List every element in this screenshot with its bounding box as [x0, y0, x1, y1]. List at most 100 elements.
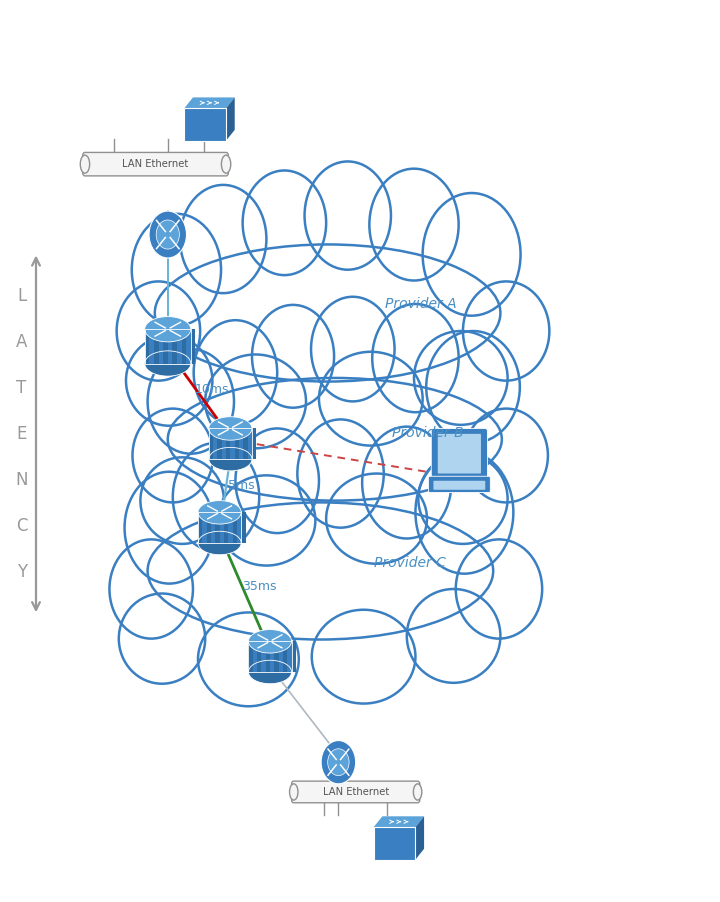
Text: 5ms: 5ms [228, 479, 254, 492]
Ellipse shape [221, 155, 231, 173]
Circle shape [149, 211, 186, 258]
Ellipse shape [463, 281, 549, 381]
Ellipse shape [168, 378, 502, 501]
FancyBboxPatch shape [248, 641, 292, 672]
Ellipse shape [145, 317, 191, 342]
Ellipse shape [305, 161, 391, 270]
FancyBboxPatch shape [198, 512, 241, 543]
Text: L: L [17, 287, 26, 305]
Text: E: E [17, 425, 27, 443]
Ellipse shape [132, 214, 221, 326]
FancyBboxPatch shape [287, 641, 292, 672]
FancyBboxPatch shape [248, 428, 252, 459]
Ellipse shape [413, 784, 422, 800]
FancyBboxPatch shape [428, 476, 490, 492]
FancyBboxPatch shape [292, 781, 420, 803]
Ellipse shape [148, 349, 234, 454]
FancyBboxPatch shape [181, 329, 186, 364]
Ellipse shape [180, 185, 266, 293]
Ellipse shape [117, 281, 200, 381]
Circle shape [321, 741, 356, 784]
Ellipse shape [209, 417, 252, 440]
Ellipse shape [198, 612, 299, 706]
Polygon shape [374, 816, 424, 827]
FancyBboxPatch shape [257, 641, 261, 672]
Text: N: N [15, 471, 28, 489]
Text: Provider B: Provider B [392, 426, 464, 440]
Ellipse shape [205, 354, 306, 448]
Polygon shape [184, 108, 226, 141]
Ellipse shape [418, 454, 508, 544]
Ellipse shape [132, 409, 213, 502]
Ellipse shape [319, 352, 423, 446]
FancyBboxPatch shape [217, 428, 222, 459]
Polygon shape [184, 97, 235, 108]
FancyBboxPatch shape [248, 641, 253, 672]
FancyBboxPatch shape [215, 512, 220, 543]
Ellipse shape [362, 427, 451, 538]
FancyBboxPatch shape [145, 329, 191, 364]
Ellipse shape [426, 331, 520, 443]
FancyBboxPatch shape [83, 152, 228, 176]
FancyBboxPatch shape [163, 329, 168, 364]
Ellipse shape [194, 320, 277, 425]
FancyBboxPatch shape [172, 329, 177, 364]
FancyBboxPatch shape [220, 512, 224, 543]
FancyBboxPatch shape [239, 428, 243, 459]
FancyBboxPatch shape [270, 641, 274, 672]
Ellipse shape [198, 531, 241, 555]
FancyBboxPatch shape [237, 512, 241, 543]
Ellipse shape [155, 244, 500, 382]
Text: Provider A: Provider A [385, 297, 456, 311]
Circle shape [328, 749, 349, 776]
FancyBboxPatch shape [431, 428, 487, 481]
Ellipse shape [372, 304, 459, 412]
Circle shape [156, 220, 179, 249]
FancyBboxPatch shape [222, 428, 226, 459]
Ellipse shape [235, 428, 319, 533]
FancyBboxPatch shape [158, 329, 163, 364]
Ellipse shape [80, 155, 89, 173]
Ellipse shape [414, 331, 508, 425]
FancyBboxPatch shape [154, 329, 158, 364]
Ellipse shape [456, 539, 542, 639]
FancyBboxPatch shape [230, 428, 235, 459]
Ellipse shape [173, 443, 259, 551]
FancyBboxPatch shape [207, 512, 211, 543]
FancyBboxPatch shape [266, 641, 270, 672]
Ellipse shape [145, 351, 191, 376]
FancyBboxPatch shape [283, 641, 287, 672]
Ellipse shape [140, 457, 224, 544]
FancyBboxPatch shape [243, 428, 248, 459]
Text: 10ms: 10ms [194, 383, 229, 396]
Ellipse shape [289, 784, 298, 800]
Ellipse shape [198, 501, 241, 524]
Ellipse shape [248, 630, 292, 653]
Text: Y: Y [17, 563, 27, 581]
FancyBboxPatch shape [149, 329, 154, 364]
Ellipse shape [148, 502, 493, 640]
Ellipse shape [209, 447, 252, 471]
FancyBboxPatch shape [274, 641, 279, 672]
FancyBboxPatch shape [186, 329, 191, 364]
FancyBboxPatch shape [241, 512, 246, 543]
Text: A: A [16, 333, 27, 351]
FancyBboxPatch shape [292, 641, 296, 672]
FancyBboxPatch shape [211, 512, 215, 543]
FancyBboxPatch shape [209, 428, 252, 459]
Ellipse shape [252, 305, 334, 408]
FancyBboxPatch shape [261, 641, 266, 672]
FancyBboxPatch shape [191, 329, 195, 364]
Polygon shape [374, 827, 415, 860]
FancyBboxPatch shape [224, 512, 228, 543]
Text: T: T [17, 379, 27, 397]
FancyBboxPatch shape [226, 428, 230, 459]
FancyBboxPatch shape [228, 512, 233, 543]
Text: LAN Ethernet: LAN Ethernet [122, 159, 189, 170]
Text: LAN Ethernet: LAN Ethernet [323, 787, 389, 797]
FancyBboxPatch shape [252, 428, 256, 459]
FancyBboxPatch shape [177, 329, 181, 364]
Text: 35ms: 35ms [242, 580, 276, 593]
Ellipse shape [125, 472, 214, 584]
FancyBboxPatch shape [202, 512, 207, 543]
